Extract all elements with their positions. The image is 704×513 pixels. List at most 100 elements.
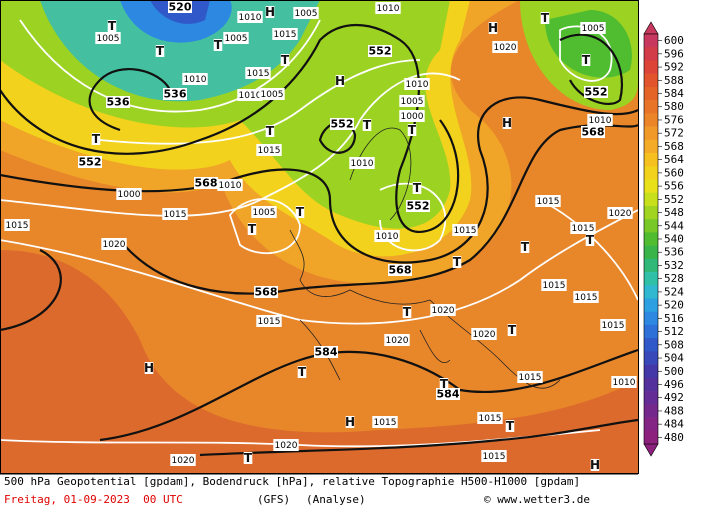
colorbar-segment	[644, 179, 658, 194]
pressure-center-box	[402, 306, 412, 318]
pressure-label: 1010	[239, 13, 262, 23]
colorbar-label: 576	[664, 113, 684, 126]
colorbar-label: 544	[664, 219, 684, 232]
pressure-label-box	[535, 195, 561, 207]
colorbar-segment	[644, 153, 658, 167]
colorbar-segment	[644, 285, 658, 299]
pressure-center: H	[265, 5, 275, 19]
geopotential-label-box	[163, 88, 187, 100]
colorbar-segment	[644, 391, 658, 405]
geopotential-label-box	[168, 1, 192, 13]
pressure-label-box	[4, 219, 30, 231]
pressure-label: 1020	[494, 43, 517, 53]
colorbar-label: 592	[664, 61, 684, 74]
colorbar-label: 484	[664, 418, 684, 431]
pressure-label: 1000	[118, 190, 141, 200]
colorbar-segment	[644, 192, 658, 207]
geopotential-label: 552	[407, 200, 430, 213]
colorbar-segment	[644, 298, 658, 313]
colorbar-segment	[644, 245, 658, 260]
colorbar-label: 500	[664, 365, 684, 378]
pressure-center-box	[439, 378, 449, 390]
pressure-center: T	[413, 181, 422, 195]
map: 520 536 536 552 552 552 552 552 568 568 568 568 584 5…	[0, 0, 638, 473]
pressure-center: T	[296, 205, 305, 219]
pressure-label: 1010	[239, 91, 262, 101]
colorbar-label: 552	[664, 193, 684, 206]
pressure-label: 1015	[602, 321, 625, 331]
pressure-label-box	[404, 78, 430, 90]
pressure-label: 1005	[582, 24, 605, 34]
footer-run: (Analyse)	[306, 493, 366, 506]
pressure-center: T	[453, 255, 462, 269]
pressure-center: T	[582, 53, 591, 67]
pressure-center-box	[297, 366, 307, 378]
pressure-label-box	[170, 454, 196, 466]
colorbar-segment	[644, 351, 658, 365]
pressure-label-box	[272, 28, 298, 40]
pressure-center: H	[502, 116, 512, 130]
colorbar-segment	[644, 364, 658, 379]
colorbar-frame	[643, 33, 659, 445]
colorbar-label: 572	[664, 127, 684, 140]
pressure-label: 1005	[225, 34, 248, 44]
pressure-center: T	[363, 118, 372, 132]
pressure-label: 1015	[519, 373, 542, 383]
colorbar-segment	[644, 205, 658, 220]
isobars	[0, 19, 638, 448]
pressure-label-box	[251, 206, 277, 218]
pressure-center-box	[407, 124, 417, 136]
footer-date: Freitag, 01-09-2023 00 UTC	[4, 493, 183, 506]
geopotential-label: 536	[164, 88, 187, 101]
pressure-center: H	[144, 361, 154, 375]
pressure-center: T	[506, 419, 515, 433]
pressure-label-box	[573, 291, 599, 303]
colorbar-segment	[644, 338, 658, 352]
pressure-label: 1015	[274, 30, 297, 40]
colorbar-segment	[644, 166, 658, 180]
pressure-label-box	[611, 376, 637, 388]
pressure-center: T	[541, 11, 550, 25]
pressure-center: H	[345, 415, 355, 429]
pressure-label-box	[384, 334, 410, 346]
pressure-center-box	[295, 206, 305, 218]
colorbar-segment	[644, 60, 658, 74]
pressure-label: 1020	[103, 240, 126, 250]
pressure-label-box	[570, 222, 596, 234]
pressure-center: H	[335, 74, 345, 88]
pressure-label: 1010	[377, 4, 400, 14]
pressure-label-box	[607, 207, 633, 219]
colorbar-segment	[644, 404, 658, 418]
pressure-center-box	[590, 459, 600, 471]
pressure-label-box	[374, 230, 400, 242]
pressure-label: 1015	[258, 146, 281, 156]
geopotential-label-box	[314, 346, 338, 358]
pressure-center: T	[214, 38, 223, 52]
pressure-center-box	[520, 241, 530, 253]
colorbar-segment	[644, 258, 658, 273]
colorbar-label: 488	[664, 404, 684, 417]
colorbar-segment	[644, 113, 658, 127]
colorbar-arrow-top	[643, 21, 659, 35]
pressure-label: 1005	[261, 90, 284, 100]
pressure-center: T	[248, 222, 257, 236]
colorbar-label: 520	[664, 299, 684, 312]
pressure-label-box	[600, 319, 626, 331]
pressure-label: 1020	[386, 336, 409, 346]
colorbar-label: 496	[664, 378, 684, 391]
colorbar-label: 560	[664, 166, 684, 179]
pressure-center-box	[247, 223, 257, 235]
pressure-label: 1010	[613, 378, 636, 388]
geopotential-label-box	[581, 126, 605, 138]
pressure-center-box	[505, 420, 515, 432]
pressure-label: 1010	[219, 181, 242, 191]
pressure-label: 1010	[351, 159, 374, 169]
pressure-center: H	[488, 21, 498, 35]
colorbar-segment	[644, 219, 658, 233]
pressure-label: 1015	[543, 281, 566, 291]
colorbar-label: 564	[664, 153, 684, 166]
pressure-label: 1020	[172, 456, 195, 466]
pressure-label-box	[492, 41, 518, 53]
